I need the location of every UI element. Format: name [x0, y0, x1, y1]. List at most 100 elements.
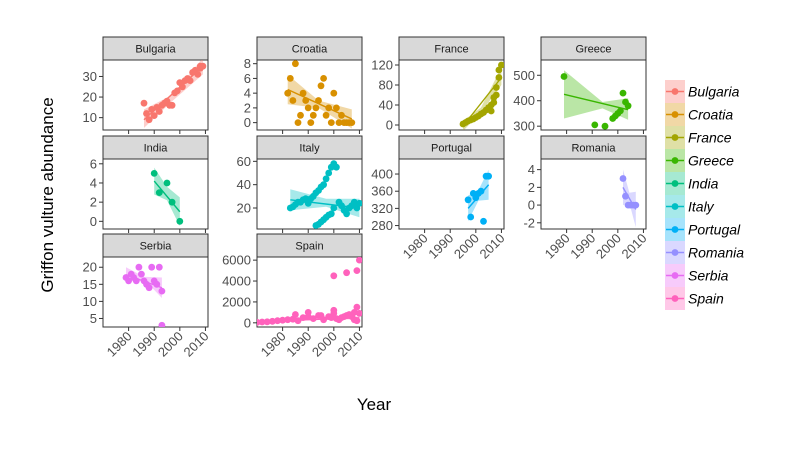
- data-point-india: [168, 198, 176, 206]
- y-tick-label-bulgaria: 30: [83, 69, 97, 84]
- legend-label-india: India: [688, 176, 719, 192]
- y-tick-label-serbia: 20: [83, 260, 97, 275]
- y-tick-label-romania: -2: [523, 215, 535, 230]
- y-tick-label-bulgaria: 10: [83, 110, 97, 125]
- data-point-greece: [619, 89, 627, 97]
- legend-label-serbia: Serbia: [688, 268, 729, 284]
- x-tick-label-serbia: 1990: [129, 329, 160, 360]
- x-tick-label-portugal: 2010: [477, 231, 508, 262]
- strip-label-italy: Italy: [299, 143, 320, 155]
- plot-layer-romania: [619, 169, 640, 228]
- legend-dot-bulgaria: [671, 88, 679, 95]
- plot-layer-india: [150, 167, 184, 227]
- data-point-spain: [284, 316, 292, 324]
- data-point-spain: [356, 310, 362, 317]
- data-point-spain: [353, 267, 361, 274]
- plot-layer-portugal: [464, 169, 492, 225]
- plot-area-serbia: [102, 256, 209, 328]
- legend-dot-spain: [671, 295, 679, 302]
- data-point-romania: [619, 175, 627, 182]
- data-point-croatia: [335, 119, 343, 126]
- data-point-bulgaria: [179, 83, 186, 91]
- plot-area-croatia: [256, 59, 363, 131]
- legend-label-croatia: Croatia: [688, 107, 733, 123]
- legend-item-france: France: [665, 126, 732, 149]
- x-tick-label-romania: 1980: [542, 231, 573, 262]
- legend-label-portugal: Portugal: [688, 222, 741, 238]
- data-point-india: [155, 189, 163, 197]
- data-point-bulgaria: [173, 87, 181, 95]
- data-point-spain: [353, 303, 361, 311]
- plot-layer-france: [459, 61, 504, 130]
- legend-item-romania: Romania: [665, 241, 744, 264]
- legend-item-greece: Greece: [665, 149, 734, 172]
- data-point-portugal: [480, 217, 487, 225]
- data-point-croatia: [294, 119, 302, 126]
- data-point-bulgaria: [148, 106, 156, 113]
- legend-label-italy: Italy: [688, 199, 715, 215]
- data-point-croatia: [289, 97, 297, 104]
- data-point-greece: [560, 73, 568, 80]
- data-point-croatia: [325, 104, 333, 112]
- data-point-france: [487, 107, 495, 115]
- strip-label-croatia: Croatia: [292, 44, 328, 56]
- legend-label-romania: Romania: [688, 245, 744, 261]
- data-point-croatia: [322, 111, 330, 119]
- data-point-italy: [325, 169, 333, 177]
- data-point-spain: [350, 309, 358, 316]
- plot-area-portugal: [398, 158, 505, 230]
- y-tick-label-france: 120: [371, 58, 393, 73]
- y-tick-label-italy: 60: [237, 154, 251, 169]
- data-point-bulgaria: [168, 101, 176, 109]
- y-tick-label-spain: 0: [244, 315, 251, 330]
- data-point-croatia: [330, 89, 338, 97]
- y-tick-label-croatia: 8: [244, 56, 251, 71]
- y-tick-label-italy: 20: [237, 201, 251, 216]
- x-axis-title: Year: [357, 395, 392, 414]
- data-point-spain: [317, 312, 325, 319]
- data-point-france: [492, 84, 500, 91]
- data-point-france: [490, 99, 498, 106]
- data-point-spain: [356, 257, 362, 264]
- data-point-croatia: [317, 82, 325, 90]
- data-point-spain: [330, 272, 338, 280]
- x-tick-label-spain: 2000: [309, 329, 340, 360]
- data-point-spain: [279, 316, 286, 324]
- data-point-spain: [294, 317, 302, 325]
- data-point-spain: [258, 318, 266, 326]
- data-point-italy: [327, 210, 335, 218]
- data-point-croatia: [286, 75, 294, 82]
- data-point-croatia: [338, 111, 345, 119]
- data-point-spain: [353, 317, 361, 325]
- legend-item-india: India: [665, 172, 719, 195]
- legend-dot-india: [671, 180, 679, 187]
- data-point-india: [150, 170, 158, 177]
- legend-label-france: France: [688, 130, 732, 146]
- panel-greece: Greece 300 400 500: [513, 36, 647, 134]
- data-point-portugal: [464, 196, 472, 204]
- data-point-portugal: [467, 213, 475, 221]
- y-tick-label-portugal: 360: [371, 184, 393, 199]
- y-tick-label-greece: 500: [513, 68, 535, 83]
- legend-label-bulgaria: Bulgaria: [688, 84, 740, 100]
- data-point-spain: [309, 315, 317, 322]
- data-point-spain: [274, 317, 281, 325]
- plot-area-greece: [540, 59, 647, 131]
- y-tick-label-france: 0: [386, 118, 393, 133]
- y-tick-label-greece: 400: [513, 93, 535, 108]
- data-point-italy: [333, 163, 340, 171]
- data-point-croatia: [284, 89, 292, 97]
- data-point-spain: [263, 318, 271, 326]
- data-point-serbia: [155, 263, 163, 271]
- data-point-spain: [299, 314, 307, 321]
- data-point-italy: [356, 199, 362, 207]
- legend-item-spain: Spain: [665, 287, 724, 310]
- panel-india: India 0 2 4 6: [90, 135, 209, 233]
- x-tick-label-portugal: 2000: [451, 231, 482, 262]
- data-point-croatia: [309, 111, 317, 119]
- data-point-croatia: [299, 89, 307, 97]
- plot-layer-bulgaria: [140, 60, 207, 128]
- legend-item-portugal: Portugal: [665, 218, 741, 241]
- data-point-croatia: [292, 60, 299, 68]
